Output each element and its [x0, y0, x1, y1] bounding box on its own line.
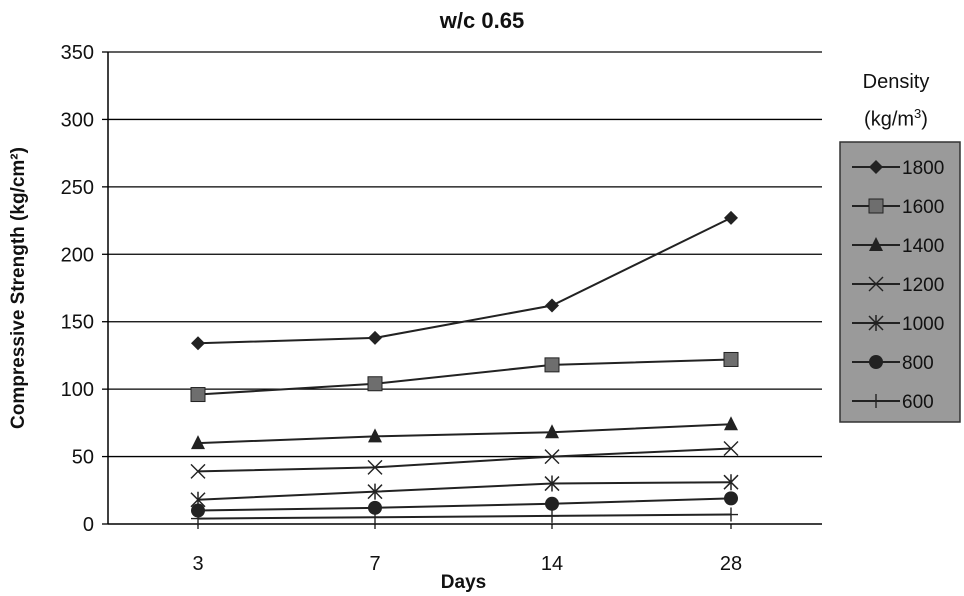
legend-title-unit-sup: 3	[914, 106, 922, 121]
point-marker	[544, 449, 560, 465]
series-line	[197, 358, 732, 396]
point-marker	[869, 237, 883, 251]
point-marker	[868, 276, 884, 292]
legend-label: 600	[902, 392, 934, 413]
point-marker	[544, 475, 560, 492]
y-tick-label: 0	[83, 514, 94, 536]
point-marker	[367, 459, 383, 475]
series-600	[191, 507, 738, 526]
legend-label: 1800	[902, 158, 944, 179]
series-1800	[191, 210, 738, 351]
point-marker	[191, 503, 205, 518]
legend-title: Density (kg/m3)	[836, 66, 956, 136]
series-line	[197, 497, 732, 512]
series-line	[197, 513, 732, 520]
y-tick-label: 150	[61, 312, 94, 334]
legend-label: 1200	[902, 275, 944, 296]
x-tick-label: 14	[541, 553, 563, 575]
point-marker	[869, 355, 883, 369]
y-tick-label: 200	[61, 244, 94, 266]
y-tick-label: 350	[61, 42, 94, 64]
point-marker	[368, 500, 382, 515]
legend-item-1400: 1400	[852, 236, 944, 257]
legend-label: 1400	[902, 236, 944, 257]
x-tick-label: 28	[720, 553, 742, 575]
point-marker	[724, 507, 738, 522]
y-tick-label: 250	[61, 177, 94, 199]
point-marker	[368, 330, 382, 345]
legend-box	[839, 141, 961, 423]
point-marker	[724, 210, 738, 225]
legend-item-1000: 1000	[852, 314, 944, 335]
point-marker	[545, 496, 559, 511]
legend-title-unit-suffix: )	[921, 108, 928, 131]
point-marker	[544, 357, 560, 373]
series-1000	[190, 474, 739, 508]
chart-title: w/c 0.65	[439, 8, 525, 33]
point-marker	[190, 463, 206, 479]
point-marker	[191, 336, 205, 351]
legend-label: 1000	[902, 314, 944, 335]
point-marker	[723, 440, 739, 456]
point-marker	[723, 474, 739, 491]
y-tick-label: 300	[61, 109, 94, 131]
legend-item-800: 800	[852, 353, 934, 374]
y-tick-label: 50	[72, 447, 94, 469]
point-marker	[191, 435, 205, 450]
series-line	[197, 447, 732, 473]
point-marker	[190, 387, 206, 403]
point-marker	[367, 483, 383, 500]
point-marker	[368, 428, 382, 443]
point-marker	[723, 351, 739, 367]
point-marker	[367, 376, 383, 392]
point-marker	[545, 298, 559, 313]
legend-label: 1600	[902, 197, 944, 218]
point-marker	[869, 160, 883, 174]
gridlines	[108, 51, 822, 458]
legend-title-unit-prefix: (kg/m	[864, 108, 915, 131]
series-line	[197, 481, 732, 501]
legend: 1800 1600 1400 1200 1000 800 600	[839, 141, 961, 423]
legend-title-line2: (kg/m3)	[836, 98, 956, 136]
series-800	[191, 491, 738, 518]
point-marker	[191, 511, 205, 526]
series-1200	[190, 440, 739, 479]
point-marker	[869, 394, 883, 408]
point-marker	[724, 491, 738, 506]
axes: 0 50 100 150 200 250 300 350 3 7 14 28	[61, 42, 822, 575]
legend-item-1200: 1200	[852, 275, 944, 296]
legend-item-600: 600	[852, 392, 934, 413]
x-tick-label: 3	[192, 553, 203, 575]
y-axis-label: Compressive Strength (kg/cm²)	[8, 147, 29, 429]
series-1600	[190, 351, 739, 403]
series-1400	[191, 416, 738, 450]
x-axis-label: Days	[441, 572, 486, 593]
y-tick-label: 100	[61, 379, 94, 401]
point-marker	[545, 508, 559, 523]
series-line	[197, 423, 732, 445]
point-marker	[368, 510, 382, 525]
point-marker	[868, 315, 884, 331]
legend-item-1600: 1600	[852, 197, 944, 218]
point-marker	[724, 416, 738, 431]
series-line	[197, 216, 732, 345]
series-group	[190, 210, 739, 526]
point-marker	[868, 198, 884, 214]
legend-title-line1: Density	[862, 71, 930, 93]
legend-item-1800: 1800	[852, 158, 944, 179]
legend-label: 800	[902, 353, 934, 374]
x-tick-label: 7	[369, 553, 380, 575]
point-marker	[545, 424, 559, 439]
